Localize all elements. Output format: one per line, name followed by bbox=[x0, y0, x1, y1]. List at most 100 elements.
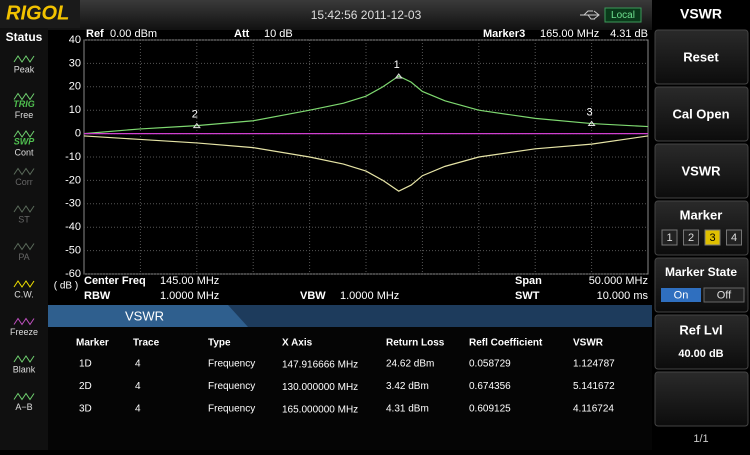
table-cell: 1D bbox=[79, 359, 92, 370]
status-title: Status bbox=[6, 30, 43, 44]
table-cell: 3D bbox=[79, 404, 92, 415]
table-cell: 3.42 dBm bbox=[386, 381, 429, 392]
plot-info: SWT bbox=[515, 290, 540, 302]
marker-label: 2 bbox=[192, 109, 198, 121]
logo: RIGOL bbox=[6, 2, 69, 24]
table-title: VSWR bbox=[125, 308, 164, 323]
softkey-label: Marker bbox=[680, 207, 723, 222]
y-tick-label: 0 bbox=[75, 128, 81, 140]
status-icon bbox=[13, 242, 35, 251]
plot-info: Ref bbox=[86, 28, 104, 40]
state-on-label: On bbox=[674, 289, 689, 301]
table-cell: 0.609125 bbox=[469, 404, 511, 415]
softkey-label: Ref Lvl bbox=[679, 322, 722, 337]
plot-info: Span bbox=[515, 275, 542, 287]
trace bbox=[83, 135, 649, 192]
marker-point bbox=[587, 120, 596, 127]
status-bar bbox=[0, 28, 48, 450]
y-tick-label: -10 bbox=[65, 151, 81, 163]
status-label: C.W. bbox=[14, 289, 34, 299]
table-cell: 24.62 dBm bbox=[386, 359, 434, 370]
plot-info: Marker3 bbox=[483, 28, 525, 40]
marker-label: 1 bbox=[394, 59, 400, 71]
status-icon bbox=[13, 317, 35, 326]
mode: Local bbox=[611, 10, 635, 21]
plot-info: 10 dB bbox=[264, 28, 293, 40]
status-icon bbox=[13, 392, 35, 401]
softkey[interactable] bbox=[654, 86, 749, 142]
y-tick-label: -60 bbox=[65, 268, 81, 280]
y-tick-label: -30 bbox=[65, 198, 81, 210]
column-header: VSWR bbox=[573, 338, 604, 349]
table-cell: 130.000000 MHz bbox=[282, 382, 358, 393]
plot-info: 1.0000 MHz bbox=[160, 290, 219, 302]
marker-option[interactable] bbox=[661, 229, 678, 246]
column-header: Marker bbox=[76, 338, 109, 349]
logo-bg bbox=[0, 0, 80, 28]
plot-info: 1.0000 MHz bbox=[340, 290, 399, 302]
top-bar bbox=[0, 0, 652, 30]
status-label: Freeze bbox=[10, 327, 38, 337]
table-cell: 165.000000 MHz bbox=[282, 405, 358, 416]
plot-info: 4.31 dB bbox=[610, 28, 648, 40]
status-icon bbox=[13, 355, 35, 363]
marker-label: 3 bbox=[587, 106, 593, 118]
plot-info: 50.000 MHz bbox=[589, 275, 648, 287]
table-cell: Frequency bbox=[208, 404, 255, 415]
softkey[interactable] bbox=[654, 314, 749, 370]
clock: 15:42:56 2011-12-03 bbox=[311, 8, 422, 22]
page-indicator: 1/1 bbox=[693, 433, 708, 445]
plot-info: 10.000 ms bbox=[597, 290, 649, 302]
status-icon bbox=[13, 55, 35, 63]
y-tick-label: -20 bbox=[65, 174, 81, 186]
marker-option-label: 1 bbox=[666, 232, 672, 244]
table-cell: 4.31 dBm bbox=[386, 404, 429, 415]
softkey[interactable] bbox=[654, 143, 749, 199]
softkey-label: Reset bbox=[683, 49, 719, 64]
y-tick-label: -50 bbox=[65, 245, 81, 257]
plot-info: VBW bbox=[300, 290, 326, 302]
column-header: Return Loss bbox=[386, 338, 445, 349]
table-cell: 1.124787 bbox=[573, 359, 615, 370]
status-icon bbox=[13, 280, 35, 288]
table-cell: 0.674356 bbox=[469, 381, 511, 392]
y-tick-label: 20 bbox=[69, 81, 81, 93]
table-cell: 4.116724 bbox=[573, 404, 614, 415]
marker-option[interactable] bbox=[683, 229, 699, 246]
status-label: Peak bbox=[14, 64, 35, 74]
table-cell: Frequency bbox=[208, 381, 255, 392]
y-tick-label: 10 bbox=[69, 104, 81, 116]
softkey[interactable] bbox=[654, 371, 749, 427]
state-off[interactable] bbox=[703, 287, 745, 303]
marker-point bbox=[192, 122, 201, 129]
marker-option-label: 4 bbox=[731, 232, 737, 244]
column-header: X Axis bbox=[282, 338, 313, 349]
marker-option[interactable] bbox=[726, 229, 742, 246]
table-cell: 4 bbox=[135, 404, 141, 415]
marker-option[interactable] bbox=[704, 229, 721, 246]
plot-info: 145.00 MHz bbox=[160, 275, 219, 287]
status-icon bbox=[13, 167, 35, 176]
status-label: A−B bbox=[15, 402, 32, 412]
y-tick-label: -40 bbox=[65, 221, 81, 233]
trace bbox=[83, 75, 649, 135]
unit-label: ( dB ) bbox=[54, 281, 78, 292]
softkey[interactable] bbox=[654, 29, 749, 85]
status-label: Corr bbox=[15, 177, 33, 187]
table-cell: 147.916666 MHz bbox=[282, 360, 358, 371]
status-label: Free bbox=[15, 110, 34, 120]
state-on[interactable] bbox=[661, 288, 701, 302]
y-tick-label: 40 bbox=[69, 34, 81, 46]
marker-option-label: 3 bbox=[709, 232, 715, 244]
status-label: Cont bbox=[14, 147, 34, 157]
table-cell: Frequency bbox=[208, 359, 255, 370]
status-label: PA bbox=[18, 252, 29, 262]
mode-badge bbox=[604, 7, 642, 23]
plot-info: 165.00 MHz bbox=[540, 28, 599, 40]
usb-icon bbox=[580, 10, 600, 20]
softkey[interactable] bbox=[654, 200, 749, 256]
status-label: TRIG bbox=[13, 99, 35, 109]
status-label: Blank bbox=[13, 364, 36, 374]
y-tick-label: 30 bbox=[69, 57, 81, 69]
